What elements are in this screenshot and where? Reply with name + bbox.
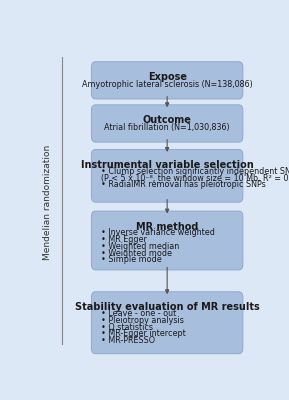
FancyBboxPatch shape: [91, 105, 243, 142]
Text: • MR Egger: • MR Egger: [101, 235, 147, 244]
Text: Outcome: Outcome: [143, 115, 192, 125]
Text: • Leave - one - out: • Leave - one - out: [101, 309, 176, 318]
Text: • Inverse variance weighted: • Inverse variance weighted: [101, 228, 215, 237]
FancyBboxPatch shape: [91, 292, 243, 354]
Text: • MR-Egger intercept: • MR-Egger intercept: [101, 329, 186, 338]
Text: • Q statistics: • Q statistics: [101, 322, 153, 332]
Text: Atrial fibrillation (N=1,030,836): Atrial fibrillation (N=1,030,836): [104, 123, 230, 132]
Text: Expose: Expose: [148, 72, 187, 82]
Text: Instrumental variable selection: Instrumental variable selection: [81, 160, 253, 170]
Text: • Clump selection significantly independent SNPs: • Clump selection significantly independ…: [101, 167, 289, 176]
Text: Stability evaluation of MR results: Stability evaluation of MR results: [75, 302, 260, 312]
Text: • MR-PRESSO: • MR-PRESSO: [101, 336, 155, 345]
Text: • Pleiotropy analysis: • Pleiotropy analysis: [101, 316, 184, 325]
Text: • Weighted mode: • Weighted mode: [101, 249, 172, 258]
Text: Mendelian randomization: Mendelian randomization: [43, 144, 52, 260]
Text: • Simple mode: • Simple mode: [101, 256, 162, 264]
Text: • Weighted median: • Weighted median: [101, 242, 179, 251]
Text: • RadialMR removal has pleiotropic SNPs: • RadialMR removal has pleiotropic SNPs: [101, 180, 266, 189]
Text: (P < 5 x 10⁻⁸, the window size = 10 Mb, R² = 0.001): (P < 5 x 10⁻⁸, the window size = 10 Mb, …: [101, 174, 289, 182]
FancyBboxPatch shape: [91, 62, 243, 99]
FancyBboxPatch shape: [91, 211, 243, 270]
Text: MR method: MR method: [136, 222, 198, 232]
Text: Amyotrophic lateral sclerosis (N=138,086): Amyotrophic lateral sclerosis (N=138,086…: [82, 80, 253, 88]
FancyBboxPatch shape: [91, 150, 243, 202]
